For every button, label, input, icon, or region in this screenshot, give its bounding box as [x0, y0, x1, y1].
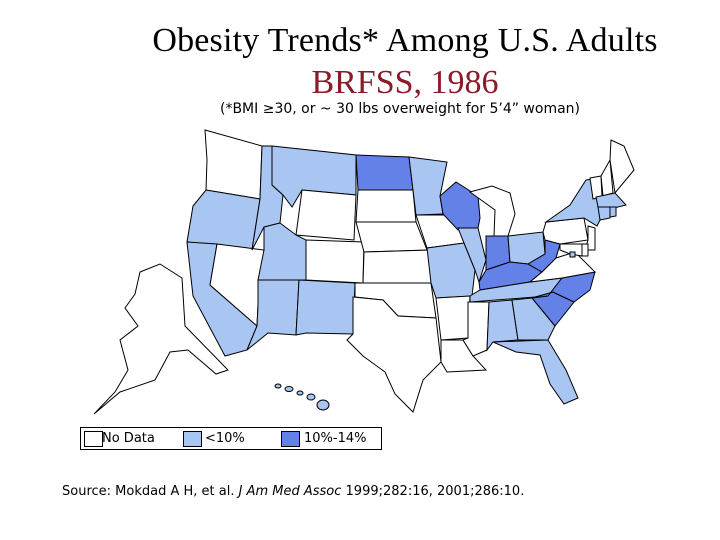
- source-citation: Source: Mokdad A H, et al. J Am Med Asso…: [62, 484, 524, 499]
- state-or: [186, 189, 261, 251]
- state-nm: [295, 279, 356, 336]
- source-journal: J Am Med Assoc: [238, 484, 342, 499]
- state-me: [609, 139, 635, 195]
- state-dc: [569, 251, 576, 258]
- legend-swatch-lt10: [183, 431, 202, 447]
- legend-label-no-data: No Data: [102, 431, 155, 446]
- state-wa: [204, 129, 263, 200]
- state-nd: [355, 154, 414, 191]
- legend-swatch-no-data: [84, 431, 103, 447]
- state-ks: [362, 249, 432, 284]
- state-ak: [93, 263, 229, 415]
- legend: No Data <10% 10%-14%: [80, 427, 382, 450]
- state-ma: [595, 192, 627, 209]
- source-suffix: 1999;282:16, 2001;286:10.: [341, 484, 525, 499]
- state-tx: [346, 296, 442, 413]
- state-fl: [492, 339, 579, 405]
- state-ar: [435, 295, 471, 341]
- state-wi: [439, 181, 481, 231]
- legend-label-10-14: 10%-14%: [304, 431, 367, 446]
- state-ga: [511, 297, 556, 341]
- bmi-note: (*BMI ≥30, or ~ 30 lbs overweight for 5’…: [219, 101, 580, 117]
- us-obesity-map: [93, 129, 635, 415]
- legend-swatch-10-14: [281, 431, 300, 447]
- map-subtitle: BRFSS, 1986: [311, 64, 499, 101]
- state-sd: [355, 189, 417, 223]
- state-ri: [609, 206, 617, 218]
- state-co: [305, 239, 365, 284]
- legend-label-lt10: <10%: [205, 431, 245, 446]
- source-prefix: Source: Mokdad A H, et al.: [62, 484, 239, 499]
- state-md: [559, 243, 583, 257]
- state-de: [581, 243, 589, 257]
- state-ne: [355, 221, 428, 253]
- state-wy: [295, 189, 357, 241]
- state-al: [486, 299, 519, 352]
- state-hi: [274, 383, 330, 411]
- state-ct: [597, 206, 611, 221]
- map-title: Obesity Trends* Among U.S. Adults: [152, 22, 658, 59]
- state-mi: [468, 185, 516, 237]
